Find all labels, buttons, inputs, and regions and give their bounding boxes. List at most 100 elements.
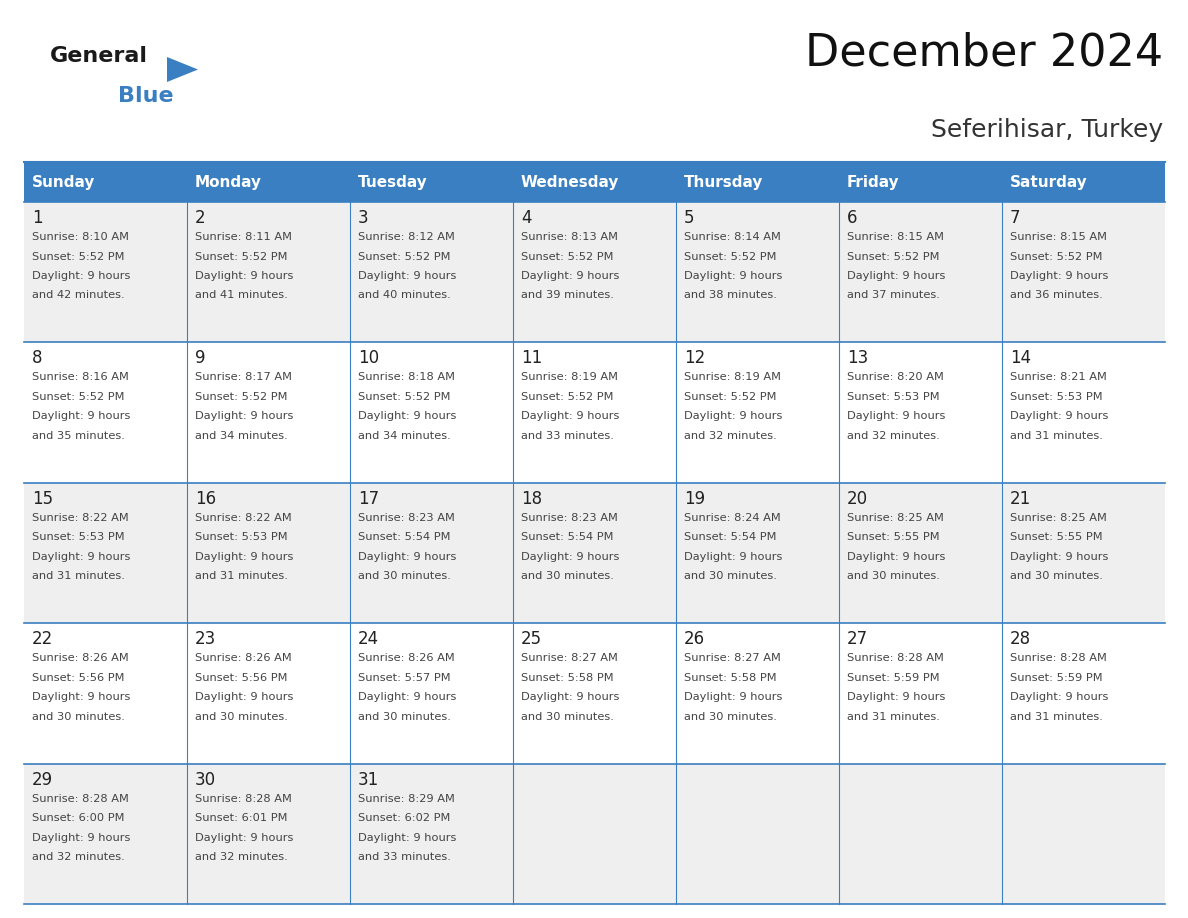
Text: Daylight: 9 hours: Daylight: 9 hours bbox=[1010, 692, 1108, 702]
Text: 19: 19 bbox=[684, 490, 706, 508]
Text: and 34 minutes.: and 34 minutes. bbox=[358, 431, 450, 441]
Text: Sunrise: 8:14 AM: Sunrise: 8:14 AM bbox=[684, 232, 781, 242]
Text: Daylight: 9 hours: Daylight: 9 hours bbox=[358, 833, 456, 843]
Text: December 2024: December 2024 bbox=[805, 32, 1163, 75]
Text: Sunset: 5:58 PM: Sunset: 5:58 PM bbox=[522, 673, 614, 683]
Text: 25: 25 bbox=[522, 630, 542, 648]
Text: Daylight: 9 hours: Daylight: 9 hours bbox=[358, 271, 456, 281]
Text: Sunset: 5:52 PM: Sunset: 5:52 PM bbox=[358, 392, 450, 402]
Text: and 31 minutes.: and 31 minutes. bbox=[32, 571, 125, 581]
Text: Daylight: 9 hours: Daylight: 9 hours bbox=[522, 692, 619, 702]
Text: Thursday: Thursday bbox=[684, 174, 764, 189]
Text: Sunset: 5:52 PM: Sunset: 5:52 PM bbox=[195, 252, 287, 262]
Text: Daylight: 9 hours: Daylight: 9 hours bbox=[522, 271, 619, 281]
Text: Sunrise: 8:15 AM: Sunrise: 8:15 AM bbox=[847, 232, 944, 242]
Text: Sunrise: 8:13 AM: Sunrise: 8:13 AM bbox=[522, 232, 618, 242]
Text: and 32 minutes.: and 32 minutes. bbox=[684, 431, 777, 441]
Polygon shape bbox=[168, 57, 198, 82]
Bar bbox=[24, 342, 1165, 483]
Text: Friday: Friday bbox=[847, 174, 899, 189]
Text: Sunset: 5:55 PM: Sunset: 5:55 PM bbox=[847, 532, 940, 543]
Text: Sunrise: 8:22 AM: Sunrise: 8:22 AM bbox=[32, 513, 128, 522]
Text: and 34 minutes.: and 34 minutes. bbox=[195, 431, 287, 441]
Text: 27: 27 bbox=[847, 630, 868, 648]
Text: Sunrise: 8:11 AM: Sunrise: 8:11 AM bbox=[195, 232, 292, 242]
Text: and 32 minutes.: and 32 minutes. bbox=[32, 852, 125, 862]
Text: Daylight: 9 hours: Daylight: 9 hours bbox=[358, 692, 456, 702]
Text: Daylight: 9 hours: Daylight: 9 hours bbox=[32, 411, 131, 421]
Text: and 30 minutes.: and 30 minutes. bbox=[847, 571, 940, 581]
Text: Daylight: 9 hours: Daylight: 9 hours bbox=[522, 411, 619, 421]
Text: and 31 minutes.: and 31 minutes. bbox=[1010, 431, 1102, 441]
Text: Daylight: 9 hours: Daylight: 9 hours bbox=[195, 271, 293, 281]
Bar bbox=[24, 623, 1165, 764]
Text: Sunrise: 8:29 AM: Sunrise: 8:29 AM bbox=[358, 793, 455, 803]
Text: 13: 13 bbox=[847, 350, 868, 367]
Text: Daylight: 9 hours: Daylight: 9 hours bbox=[684, 271, 783, 281]
Text: Sunset: 6:01 PM: Sunset: 6:01 PM bbox=[195, 813, 287, 823]
Text: Sunrise: 8:19 AM: Sunrise: 8:19 AM bbox=[684, 373, 781, 383]
Text: 15: 15 bbox=[32, 490, 53, 508]
Text: 9: 9 bbox=[195, 350, 206, 367]
Text: Sunset: 5:52 PM: Sunset: 5:52 PM bbox=[195, 392, 287, 402]
Text: Daylight: 9 hours: Daylight: 9 hours bbox=[195, 552, 293, 562]
Text: Daylight: 9 hours: Daylight: 9 hours bbox=[684, 692, 783, 702]
Text: Daylight: 9 hours: Daylight: 9 hours bbox=[358, 411, 456, 421]
Text: and 30 minutes.: and 30 minutes. bbox=[358, 571, 451, 581]
Text: Sunrise: 8:28 AM: Sunrise: 8:28 AM bbox=[847, 654, 944, 663]
Text: Sunrise: 8:22 AM: Sunrise: 8:22 AM bbox=[195, 513, 292, 522]
Text: Sunrise: 8:28 AM: Sunrise: 8:28 AM bbox=[195, 793, 292, 803]
Bar bbox=[24, 483, 1165, 623]
Text: and 41 minutes.: and 41 minutes. bbox=[195, 290, 287, 300]
Text: General: General bbox=[50, 46, 148, 66]
Text: Sunrise: 8:27 AM: Sunrise: 8:27 AM bbox=[684, 654, 781, 663]
Text: Sunset: 5:53 PM: Sunset: 5:53 PM bbox=[32, 532, 125, 543]
Text: Sunrise: 8:28 AM: Sunrise: 8:28 AM bbox=[32, 793, 128, 803]
Text: Sunrise: 8:24 AM: Sunrise: 8:24 AM bbox=[684, 513, 781, 522]
Text: Sunset: 5:56 PM: Sunset: 5:56 PM bbox=[32, 673, 125, 683]
Text: Daylight: 9 hours: Daylight: 9 hours bbox=[195, 411, 293, 421]
Text: Blue: Blue bbox=[118, 86, 173, 106]
Text: Daylight: 9 hours: Daylight: 9 hours bbox=[847, 411, 946, 421]
Text: Sunset: 5:55 PM: Sunset: 5:55 PM bbox=[1010, 532, 1102, 543]
Text: 21: 21 bbox=[1010, 490, 1031, 508]
Text: Sunset: 5:53 PM: Sunset: 5:53 PM bbox=[195, 532, 287, 543]
Text: 24: 24 bbox=[358, 630, 379, 648]
Text: Sunrise: 8:21 AM: Sunrise: 8:21 AM bbox=[1010, 373, 1107, 383]
Text: and 30 minutes.: and 30 minutes. bbox=[684, 571, 777, 581]
Text: 3: 3 bbox=[358, 209, 368, 227]
Text: Daylight: 9 hours: Daylight: 9 hours bbox=[1010, 552, 1108, 562]
Text: Daylight: 9 hours: Daylight: 9 hours bbox=[32, 552, 131, 562]
Text: and 30 minutes.: and 30 minutes. bbox=[358, 711, 451, 722]
Text: 26: 26 bbox=[684, 630, 706, 648]
Text: and 33 minutes.: and 33 minutes. bbox=[358, 852, 451, 862]
Text: 22: 22 bbox=[32, 630, 53, 648]
Bar bbox=[24, 202, 1165, 342]
Text: Sunset: 5:52 PM: Sunset: 5:52 PM bbox=[32, 252, 125, 262]
Text: 10: 10 bbox=[358, 350, 379, 367]
Text: Sunset: 5:52 PM: Sunset: 5:52 PM bbox=[32, 392, 125, 402]
Text: and 31 minutes.: and 31 minutes. bbox=[195, 571, 287, 581]
Text: Sunset: 5:52 PM: Sunset: 5:52 PM bbox=[522, 392, 613, 402]
Text: and 38 minutes.: and 38 minutes. bbox=[684, 290, 777, 300]
Text: Daylight: 9 hours: Daylight: 9 hours bbox=[522, 552, 619, 562]
Text: Daylight: 9 hours: Daylight: 9 hours bbox=[847, 552, 946, 562]
Text: Sunset: 5:53 PM: Sunset: 5:53 PM bbox=[847, 392, 940, 402]
Text: Sunrise: 8:17 AM: Sunrise: 8:17 AM bbox=[195, 373, 292, 383]
Text: 31: 31 bbox=[358, 770, 379, 789]
Text: Sunset: 5:53 PM: Sunset: 5:53 PM bbox=[1010, 392, 1102, 402]
Text: 11: 11 bbox=[522, 350, 542, 367]
Text: Daylight: 9 hours: Daylight: 9 hours bbox=[684, 552, 783, 562]
Text: Sunset: 5:52 PM: Sunset: 5:52 PM bbox=[847, 252, 940, 262]
Text: 30: 30 bbox=[195, 770, 216, 789]
Text: Sunrise: 8:25 AM: Sunrise: 8:25 AM bbox=[847, 513, 944, 522]
Text: and 33 minutes.: and 33 minutes. bbox=[522, 431, 614, 441]
Text: and 30 minutes.: and 30 minutes. bbox=[195, 711, 287, 722]
Text: Sunrise: 8:23 AM: Sunrise: 8:23 AM bbox=[522, 513, 618, 522]
Text: Daylight: 9 hours: Daylight: 9 hours bbox=[32, 692, 131, 702]
Text: and 40 minutes.: and 40 minutes. bbox=[358, 290, 450, 300]
Text: Sunrise: 8:20 AM: Sunrise: 8:20 AM bbox=[847, 373, 944, 383]
Text: Seferihisar, Turkey: Seferihisar, Turkey bbox=[931, 118, 1163, 142]
Text: Sunset: 5:54 PM: Sunset: 5:54 PM bbox=[358, 532, 450, 543]
Text: and 42 minutes.: and 42 minutes. bbox=[32, 290, 125, 300]
